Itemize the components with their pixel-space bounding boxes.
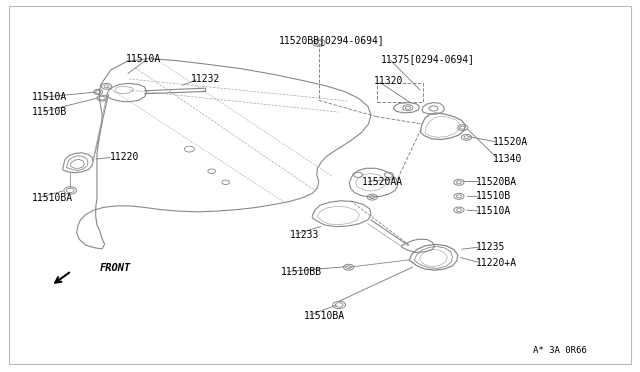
Text: 11235: 11235 <box>476 242 506 252</box>
Text: 11220: 11220 <box>109 152 139 162</box>
Text: 11520BB[0294-0694]: 11520BB[0294-0694] <box>278 35 385 45</box>
Text: 11340: 11340 <box>493 154 523 164</box>
Text: 11510B: 11510B <box>476 191 511 201</box>
Text: 11510A: 11510A <box>125 54 161 64</box>
Text: 11510BA: 11510BA <box>304 311 345 321</box>
Text: 11510BB: 11510BB <box>280 267 322 277</box>
Text: 11510A: 11510A <box>476 206 511 216</box>
Text: 11232: 11232 <box>191 74 221 84</box>
Text: 11510B: 11510B <box>32 107 67 117</box>
Text: 11220+A: 11220+A <box>476 258 517 268</box>
Text: FRONT: FRONT <box>100 263 131 273</box>
Text: 11233: 11233 <box>289 230 319 240</box>
Text: 11510BA: 11510BA <box>32 193 73 203</box>
Text: 11520BA: 11520BA <box>476 177 517 187</box>
Text: 11520A: 11520A <box>493 137 529 147</box>
Bar <box>378 83 423 102</box>
Text: 11510A: 11510A <box>32 92 67 102</box>
Text: A* 3A 0R66: A* 3A 0R66 <box>534 346 588 355</box>
Text: 11320: 11320 <box>374 76 404 86</box>
Text: 11375[0294-0694]: 11375[0294-0694] <box>381 54 474 64</box>
Text: 11520AA: 11520AA <box>362 177 403 187</box>
